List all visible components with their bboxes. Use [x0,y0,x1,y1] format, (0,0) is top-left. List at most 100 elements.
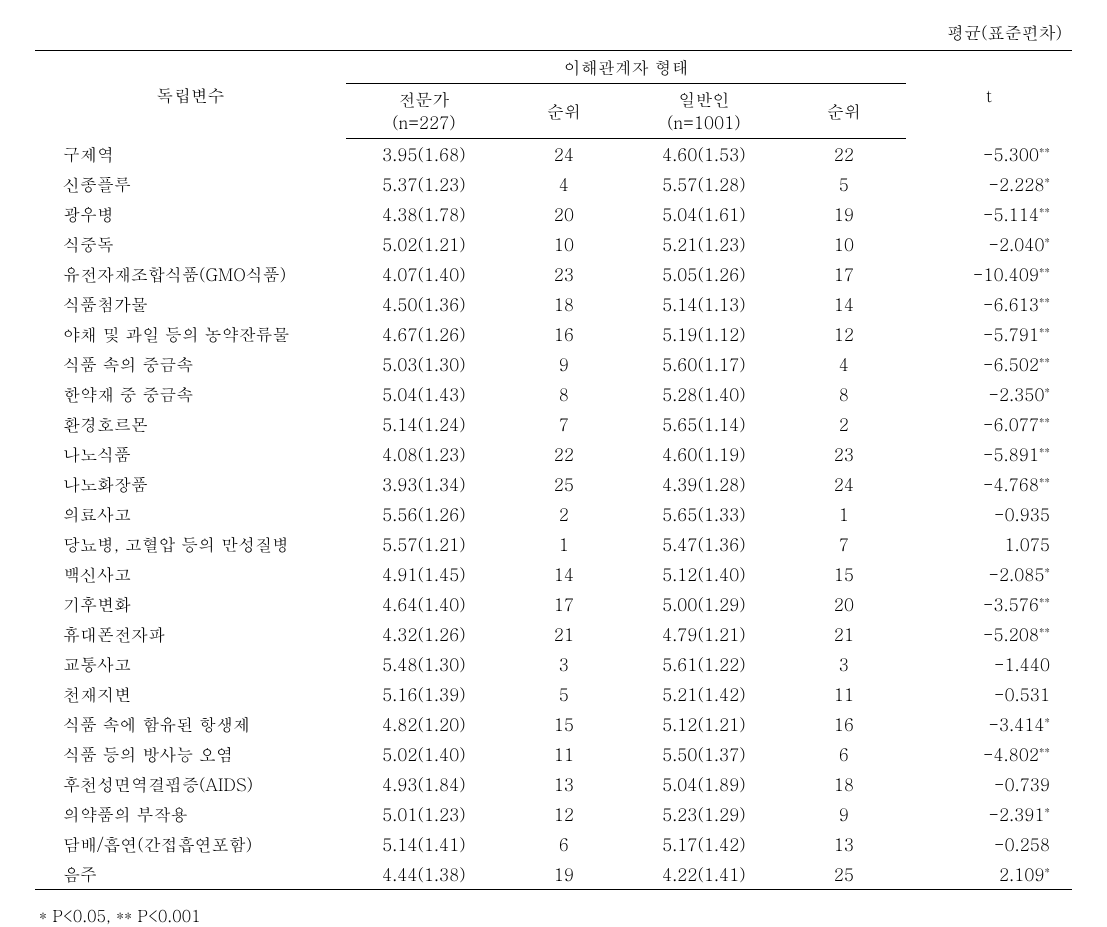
row-t-number: -5.114 [983,202,1039,226]
row-expert-value: 4.08(1.23) [346,439,502,469]
row-public-rank: 10 [782,229,906,259]
header-stakeholder-group: 이해관계자 형태 [346,51,906,84]
table-row: 교통사고5.48(1.30)35.61(1.22)3-1.440 [35,649,1072,679]
table-row: 유전자재조합식품(GMO식품)4.07(1.40)235.05(1.26)17-… [35,259,1072,289]
row-expert-rank: 2 [502,499,626,529]
row-t-value: -5.891** [906,439,1072,469]
row-significance: * [1045,863,1051,878]
row-expert-rank: 25 [502,469,626,499]
row-public-rank: 15 [782,559,906,589]
row-public-value: 4.22(1.41) [626,859,782,890]
row-expert-value: 5.02(1.21) [346,229,502,259]
row-expert-rank: 13 [502,769,626,799]
table-row: 식품 속의 중금속5.03(1.30)95.60(1.17)4-6.502** [35,349,1072,379]
row-expert-value: 4.07(1.40) [346,259,502,289]
row-public-value: 5.65(1.33) [626,499,782,529]
row-public-rank: 24 [782,469,906,499]
table-row: 식중독5.02(1.21)105.21(1.23)10-2.040* [35,229,1072,259]
row-label: 나노화장품 [35,469,346,499]
row-label: 환경호르몬 [35,409,346,439]
table-caption: 평균(표준편차) [35,20,1072,44]
row-significance: * [1045,713,1051,728]
row-label: 유전자재조합식품(GMO식품) [35,259,346,289]
row-public-rank: 25 [782,859,906,890]
row-public-rank: 19 [782,199,906,229]
row-public-rank: 16 [782,709,906,739]
row-expert-value: 4.32(1.26) [346,619,502,649]
row-expert-value: 4.64(1.40) [346,589,502,619]
table-row: 기후변화4.64(1.40)175.00(1.29)20-3.576** [35,589,1072,619]
row-t-value: 1.075 [906,529,1072,559]
row-t-number: -10.409 [973,262,1039,286]
row-public-value: 4.39(1.28) [626,469,782,499]
table-row: 천재지변5.16(1.39)55.21(1.42)11-0.531 [35,679,1072,709]
row-public-rank: 17 [782,259,906,289]
row-public-rank: 8 [782,379,906,409]
row-t-value: -6.502** [906,349,1072,379]
row-public-value: 5.50(1.37) [626,739,782,769]
row-label: 나노식품 [35,439,346,469]
row-label: 담배/흡연(간접흡연포함) [35,829,346,859]
row-t-value: -6.077** [906,409,1072,439]
row-label: 기후변화 [35,589,346,619]
row-public-rank: 18 [782,769,906,799]
row-public-rank: 9 [782,799,906,829]
header-expert: 전문가 (n=227) [346,84,502,139]
row-public-rank: 7 [782,529,906,559]
header-public-label: 일반인 [678,87,729,111]
row-expert-rank: 6 [502,829,626,859]
table-row: 식품 속에 함유된 항생제4.82(1.20)155.12(1.21)16-3.… [35,709,1072,739]
row-public-value: 5.12(1.21) [626,709,782,739]
row-public-rank: 4 [782,349,906,379]
row-expert-rank: 20 [502,199,626,229]
header-public: 일반인 (n=1001) [626,84,782,139]
table-row: 음주4.44(1.38)194.22(1.41)252.109* [35,859,1072,890]
row-t-number: 1.075 [1005,532,1050,556]
row-t-value: -0.739 [906,769,1072,799]
row-t-value: -1.440 [906,649,1072,679]
row-t-number: -0.258 [994,832,1050,856]
row-t-value: -2.350* [906,379,1072,409]
row-expert-value: 4.93(1.84) [346,769,502,799]
row-significance: * [1045,173,1051,188]
row-expert-rank: 24 [502,138,626,169]
table-row: 야채 및 과일 등의 농약잔류물4.67(1.26)165.19(1.12)12… [35,319,1072,349]
row-expert-rank: 1 [502,529,626,559]
row-t-value: -2.040* [906,229,1072,259]
row-label: 식품 속에 함유된 항생제 [35,709,346,739]
table-row: 나노식품4.08(1.23)224.60(1.19)23-5.891** [35,439,1072,469]
row-t-number: -2.350 [988,382,1044,406]
header-variable: 독립변수 [35,51,346,139]
row-label: 식품첨가물 [35,289,346,319]
row-t-value: -5.208** [906,619,1072,649]
row-t-value: -0.531 [906,679,1072,709]
row-label: 야채 및 과일 등의 농약잔류물 [35,319,346,349]
row-public-value: 5.47(1.36) [626,529,782,559]
row-t-number: -3.414 [988,712,1044,736]
row-public-value: 5.04(1.61) [626,199,782,229]
row-expert-rank: 23 [502,259,626,289]
row-public-rank: 22 [782,138,906,169]
row-public-value: 5.65(1.14) [626,409,782,439]
row-label: 교통사고 [35,649,346,679]
row-label: 휴대폰전자파 [35,619,346,649]
row-public-value: 5.57(1.28) [626,169,782,199]
row-label: 천재지변 [35,679,346,709]
header-rank2: 순위 [782,84,906,139]
row-expert-value: 5.04(1.43) [346,379,502,409]
row-t-number: -4.802 [983,742,1039,766]
row-label: 구제역 [35,138,346,169]
row-t-number: -1.440 [994,652,1050,676]
table-row: 당뇨병, 고혈압 등의 만성질병5.57(1.21)15.47(1.36)71.… [35,529,1072,559]
row-t-value: -3.576** [906,589,1072,619]
row-public-rank: 1 [782,499,906,529]
row-expert-rank: 4 [502,169,626,199]
row-expert-value: 5.56(1.26) [346,499,502,529]
row-t-number: -4.768 [983,472,1039,496]
row-expert-value: 5.16(1.39) [346,679,502,709]
row-expert-value: 5.14(1.24) [346,409,502,439]
row-public-rank: 2 [782,409,906,439]
stats-table: 독립변수 이해관계자 형태 t 전문가 (n=227) 순위 일반인 (n=10… [35,50,1072,890]
row-significance: ** [1039,473,1050,488]
row-t-number: -5.208 [983,622,1039,646]
